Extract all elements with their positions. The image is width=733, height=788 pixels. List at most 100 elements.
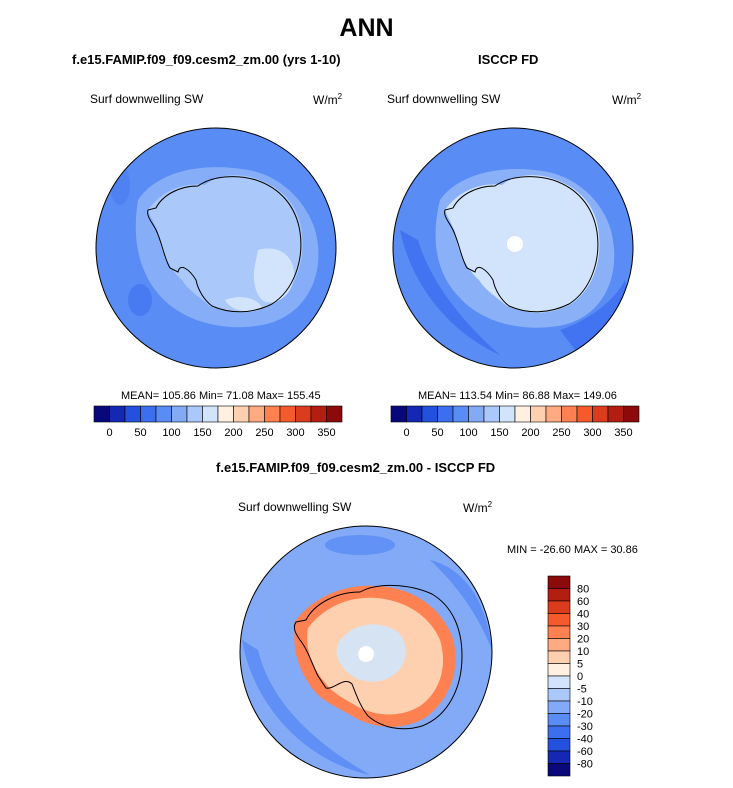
panel3-colorbar-box (547, 575, 571, 589)
panel1-ocean-patch-2 (110, 165, 130, 205)
panel1-colorbar-tick-label: 250 (255, 427, 273, 439)
panel2-title: ISCCP FD (478, 52, 539, 67)
panel1-colorbar-box (186, 405, 203, 423)
panel3-colorbar-box (547, 688, 571, 702)
panel2-coastline (444, 176, 599, 313)
panel3-colorbar-box (547, 738, 571, 752)
panel2-ocean-band-2 (560, 280, 626, 350)
panel3-colorbar-tick-label: -10 (577, 696, 593, 708)
panel2-ocean-band (400, 230, 500, 355)
panel1-colorbar-tick-label: 200 (224, 427, 242, 439)
panel2-colorbar-tick-label: 300 (583, 427, 601, 439)
panel1-colorbar-box (93, 405, 110, 423)
panel2-colorbar-box (483, 405, 500, 423)
panel3-colorbar-tick-label: -60 (577, 746, 593, 758)
panel2-colorbar-box (607, 405, 624, 423)
panel2-pole-missing (507, 236, 523, 252)
panel3-colorbar-tick-label: -5 (577, 684, 587, 696)
panel3-colorbar-box (547, 663, 571, 677)
panel1-colorbar-box (155, 405, 172, 423)
panel2-colorbar-box (421, 405, 438, 423)
panel1-colorbar-box (233, 405, 250, 423)
panel3-title: f.e15.FAMIP.f09_f09.cesm2_zm.00 - ISCCP … (216, 460, 496, 475)
panel1-variable-label: Surf downwelling SW (90, 92, 204, 106)
panel1-map (96, 128, 336, 368)
panel1-colorbar-tick-label: 100 (162, 427, 180, 439)
panel3-colorbar-tick-label: 0 (577, 671, 583, 683)
panel1-colorbar-tick-label: 350 (317, 427, 335, 439)
panel1-colorbar-tick-label: 300 (286, 427, 304, 439)
panel1-colorbar-box (171, 405, 188, 423)
panel3-colorbar-tick-label: 80 (577, 584, 589, 596)
panel2-units: W/m2 (612, 92, 642, 107)
panel1-interior-high (253, 248, 295, 303)
panel3-coastline (293, 584, 463, 730)
panel1-colorbar-box (279, 405, 296, 423)
panel1-colorbar-box (124, 405, 141, 423)
panel1-coastline (147, 176, 302, 313)
panel1-colorbar-box (140, 405, 157, 423)
panel3-ocean-low (242, 640, 370, 775)
panel2-colorbar-box (390, 405, 407, 423)
panel3-colorbar-box (547, 675, 571, 689)
panel2-colorbar-box (592, 405, 609, 423)
panel3-variable-label: Surf downwelling SW (238, 500, 352, 514)
panel2-colorbar-box (623, 405, 640, 423)
panel1-interior-high-2 (225, 297, 262, 312)
panel1-colorbar: 0 50 100 150 200 250 300 350 (93, 405, 343, 439)
panel1-colorbar-box (217, 405, 234, 423)
panel1-stats: MEAN= 105.86 Min= 71.08 Max= 155.45 (121, 390, 321, 402)
panel2-map-border (392, 127, 634, 369)
panel3-stats: MIN = -26.60 MAX = 30.86 (507, 544, 638, 556)
panel2-colorbar-box (576, 405, 593, 423)
panel1-units: W/m2 (313, 92, 343, 107)
panel3-map (240, 526, 492, 778)
panel1-colorbar-tick-label: 150 (193, 427, 211, 439)
panel2-colorbar-box (499, 405, 516, 423)
panel1-colorbar-box (326, 405, 343, 423)
panel1-colorbar-box (310, 405, 327, 423)
panel3-map-border (239, 525, 493, 779)
panel2-colorbar-tick-label: 50 (431, 427, 443, 439)
panel3-colorbar-tick-label: -80 (577, 759, 593, 771)
panel3-colorbar-box (547, 750, 571, 764)
panel2-colorbar-box (452, 405, 469, 423)
panel3-colorbar-tick-label: 30 (577, 621, 589, 633)
panel2-colorbar-box (545, 405, 562, 423)
panel1-ocean-patch (128, 284, 152, 316)
panel3-colorbar-box (547, 588, 571, 602)
panel2-variable-label: Surf downwelling SW (387, 92, 501, 106)
panel3-colorbar-tick-label: 60 (577, 596, 589, 608)
panel3-ocean-low-2 (430, 560, 492, 650)
panel1-colorbar-box (202, 405, 219, 423)
panel3-colorbar-box (547, 638, 571, 652)
panel3-colorbar-tick-label: 20 (577, 634, 589, 646)
panel3-colorbar-tick-label: 10 (577, 646, 589, 658)
panel1-colorbar-box (248, 405, 265, 423)
panel3-colorbar-box (547, 625, 571, 639)
panel1-colorbar-box (109, 405, 126, 423)
panel3-colorbar-box (547, 700, 571, 714)
panel3-colorbar-box (547, 713, 571, 727)
panel1-colorbar-tick-label: 50 (134, 427, 146, 439)
panel2-colorbar-box (437, 405, 454, 423)
panel3-colorbar-tick-label: -20 (577, 709, 593, 721)
panel1-colorbar-tick-label: 0 (106, 427, 112, 439)
panel3-colorbar-box (547, 650, 571, 664)
panel2-colorbar-box (468, 405, 485, 423)
panel3-colorbar-tick-label: 5 (577, 659, 583, 671)
panel3-colorbar-tick-label: 40 (577, 609, 589, 621)
panel1-map-border (95, 127, 337, 369)
panel2-colorbar: 0 50 100 150 200 250 300 350 (390, 405, 640, 439)
panel3-colorbar-box (547, 613, 571, 627)
panel2-colorbar-tick-label: 150 (490, 427, 508, 439)
panel2-colorbar-box (514, 405, 531, 423)
panel2-colorbar-tick-label: 200 (521, 427, 539, 439)
panel2-colorbar-box (406, 405, 423, 423)
panel2-stats: MEAN= 113.54 Min= 86.88 Max= 149.06 (418, 390, 617, 402)
panel2-map (393, 128, 633, 368)
panel3-colorbar-tick-label: -30 (577, 721, 593, 733)
panel3-pole-missing (358, 646, 374, 662)
panel3-ocean-low-3 (325, 535, 395, 555)
